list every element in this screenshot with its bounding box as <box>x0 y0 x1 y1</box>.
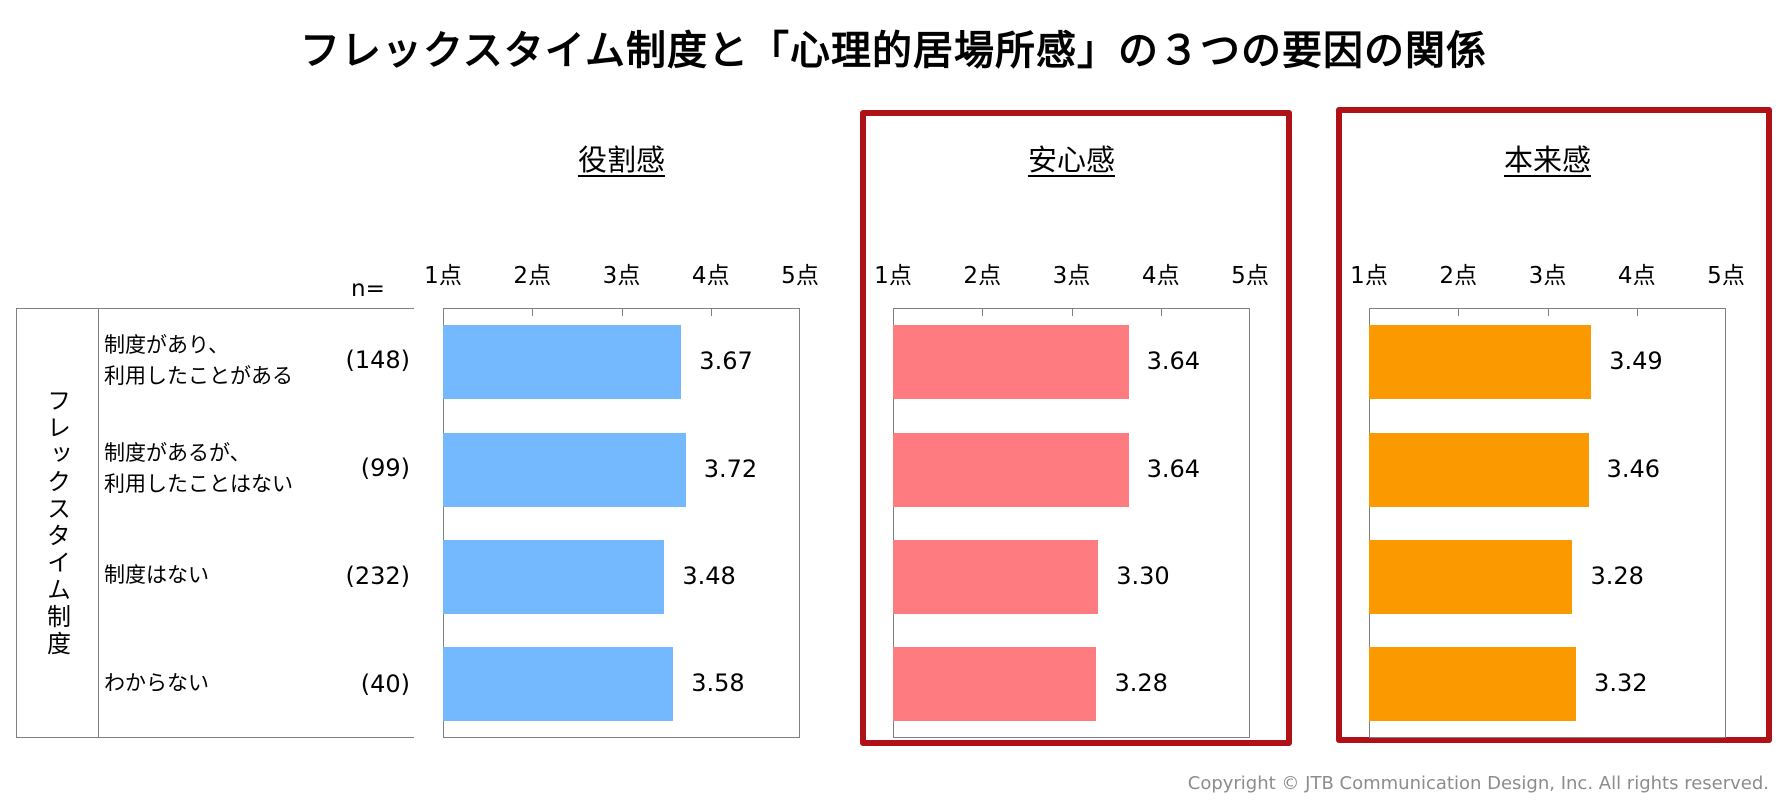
data-label: 3.64 <box>1146 455 1201 483</box>
data-label: 3.32 <box>1594 669 1648 697</box>
tick-mark <box>982 308 984 316</box>
group-label-cell: フレックスタイム制度 <box>16 308 98 738</box>
plot-frame-1 <box>893 308 1250 738</box>
data-label: 3.46 <box>1606 455 1660 483</box>
data-label: 3.49 <box>1609 347 1663 375</box>
group-label: フレックスタイム制度 <box>42 388 71 658</box>
row-label-3: わからない <box>104 668 209 699</box>
tick-mark <box>1458 308 1460 316</box>
bar <box>893 433 1129 507</box>
tick-label: 1点 <box>424 263 462 289</box>
bar <box>1369 325 1592 399</box>
tick-label: 1点 <box>874 263 912 289</box>
row-label-0: 制度があり、利用したことがある <box>104 330 293 392</box>
tick-label: 1点 <box>1350 263 1388 289</box>
bar <box>443 647 674 721</box>
panel-title-1: 安心感 <box>1027 143 1115 177</box>
data-label: 3.30 <box>1116 562 1170 590</box>
copyright-text: Copyright © JTB Communication Design, In… <box>1187 773 1769 794</box>
row-label-line2: 利用したことはない <box>104 472 293 496</box>
page-title: フレックスタイム制度と「心理的居場所感」の３つの要因の関係 <box>300 28 1487 74</box>
table-bottom-border <box>16 737 414 738</box>
bar <box>443 325 682 399</box>
data-label: 3.28 <box>1114 669 1168 697</box>
tick-mark <box>1636 308 1638 316</box>
row-label-line1: 制度があり、 <box>104 333 230 357</box>
tick-label: 2点 <box>963 263 1002 289</box>
plot-frame-0 <box>443 308 800 738</box>
plot-frame-2 <box>1369 308 1726 738</box>
tick-mark <box>1160 308 1162 316</box>
tick-mark <box>710 308 712 316</box>
data-label: 3.28 <box>1590 562 1644 590</box>
bar <box>443 433 686 507</box>
panel-title-0: 役割感 <box>577 143 665 177</box>
row-n-3: (40) <box>360 670 410 698</box>
tick-mark <box>1547 308 1549 316</box>
highlight-box-anshinkan <box>860 110 1292 746</box>
panel-title-2: 本来感 <box>1503 143 1591 177</box>
bar <box>1369 647 1577 721</box>
data-label: 3.72 <box>703 455 758 483</box>
table-divider <box>98 308 99 738</box>
highlight-box-honraikan <box>1336 107 1772 743</box>
bar <box>443 540 665 614</box>
n-header: n= <box>351 276 385 302</box>
row-label-line1: 制度があるが、 <box>104 441 251 465</box>
data-label: 3.58 <box>691 669 745 697</box>
tick-label: 3点 <box>1052 263 1091 289</box>
tick-label: 4点 <box>691 263 730 289</box>
row-label-line1: 制度はない <box>104 563 209 587</box>
tick-mark <box>532 308 534 316</box>
row-label-2: 制度はない <box>104 560 209 591</box>
table-left-border <box>16 308 17 738</box>
row-label-1: 制度があるが、利用したことはない <box>104 438 293 500</box>
tick-label: 4点 <box>1617 263 1656 289</box>
row-n-2: (232) <box>345 562 410 590</box>
data-label: 3.64 <box>1146 347 1201 375</box>
bar <box>893 647 1097 721</box>
bar <box>1369 433 1589 507</box>
bar <box>893 325 1129 399</box>
tick-label: 5点 <box>781 263 819 289</box>
table-top-border <box>16 308 414 309</box>
tick-label: 2点 <box>513 263 552 289</box>
tick-label: 5点 <box>1707 263 1745 289</box>
tick-label: 2点 <box>1439 263 1478 289</box>
tick-label: 5点 <box>1231 263 1269 289</box>
data-label: 3.67 <box>699 347 753 375</box>
tick-label: 4点 <box>1141 263 1180 289</box>
tick-mark <box>1071 308 1073 316</box>
tick-label: 3点 <box>1528 263 1567 289</box>
row-n-0: (148) <box>345 346 410 374</box>
bar <box>893 540 1099 614</box>
data-label: 3.48 <box>682 562 736 590</box>
tick-label: 3点 <box>602 263 641 289</box>
row-label-line2: 利用したことがある <box>104 364 293 388</box>
row-n-1: (99) <box>360 454 410 482</box>
bar <box>1369 540 1573 614</box>
tick-mark <box>621 308 623 316</box>
row-label-line1: わからない <box>104 671 209 695</box>
